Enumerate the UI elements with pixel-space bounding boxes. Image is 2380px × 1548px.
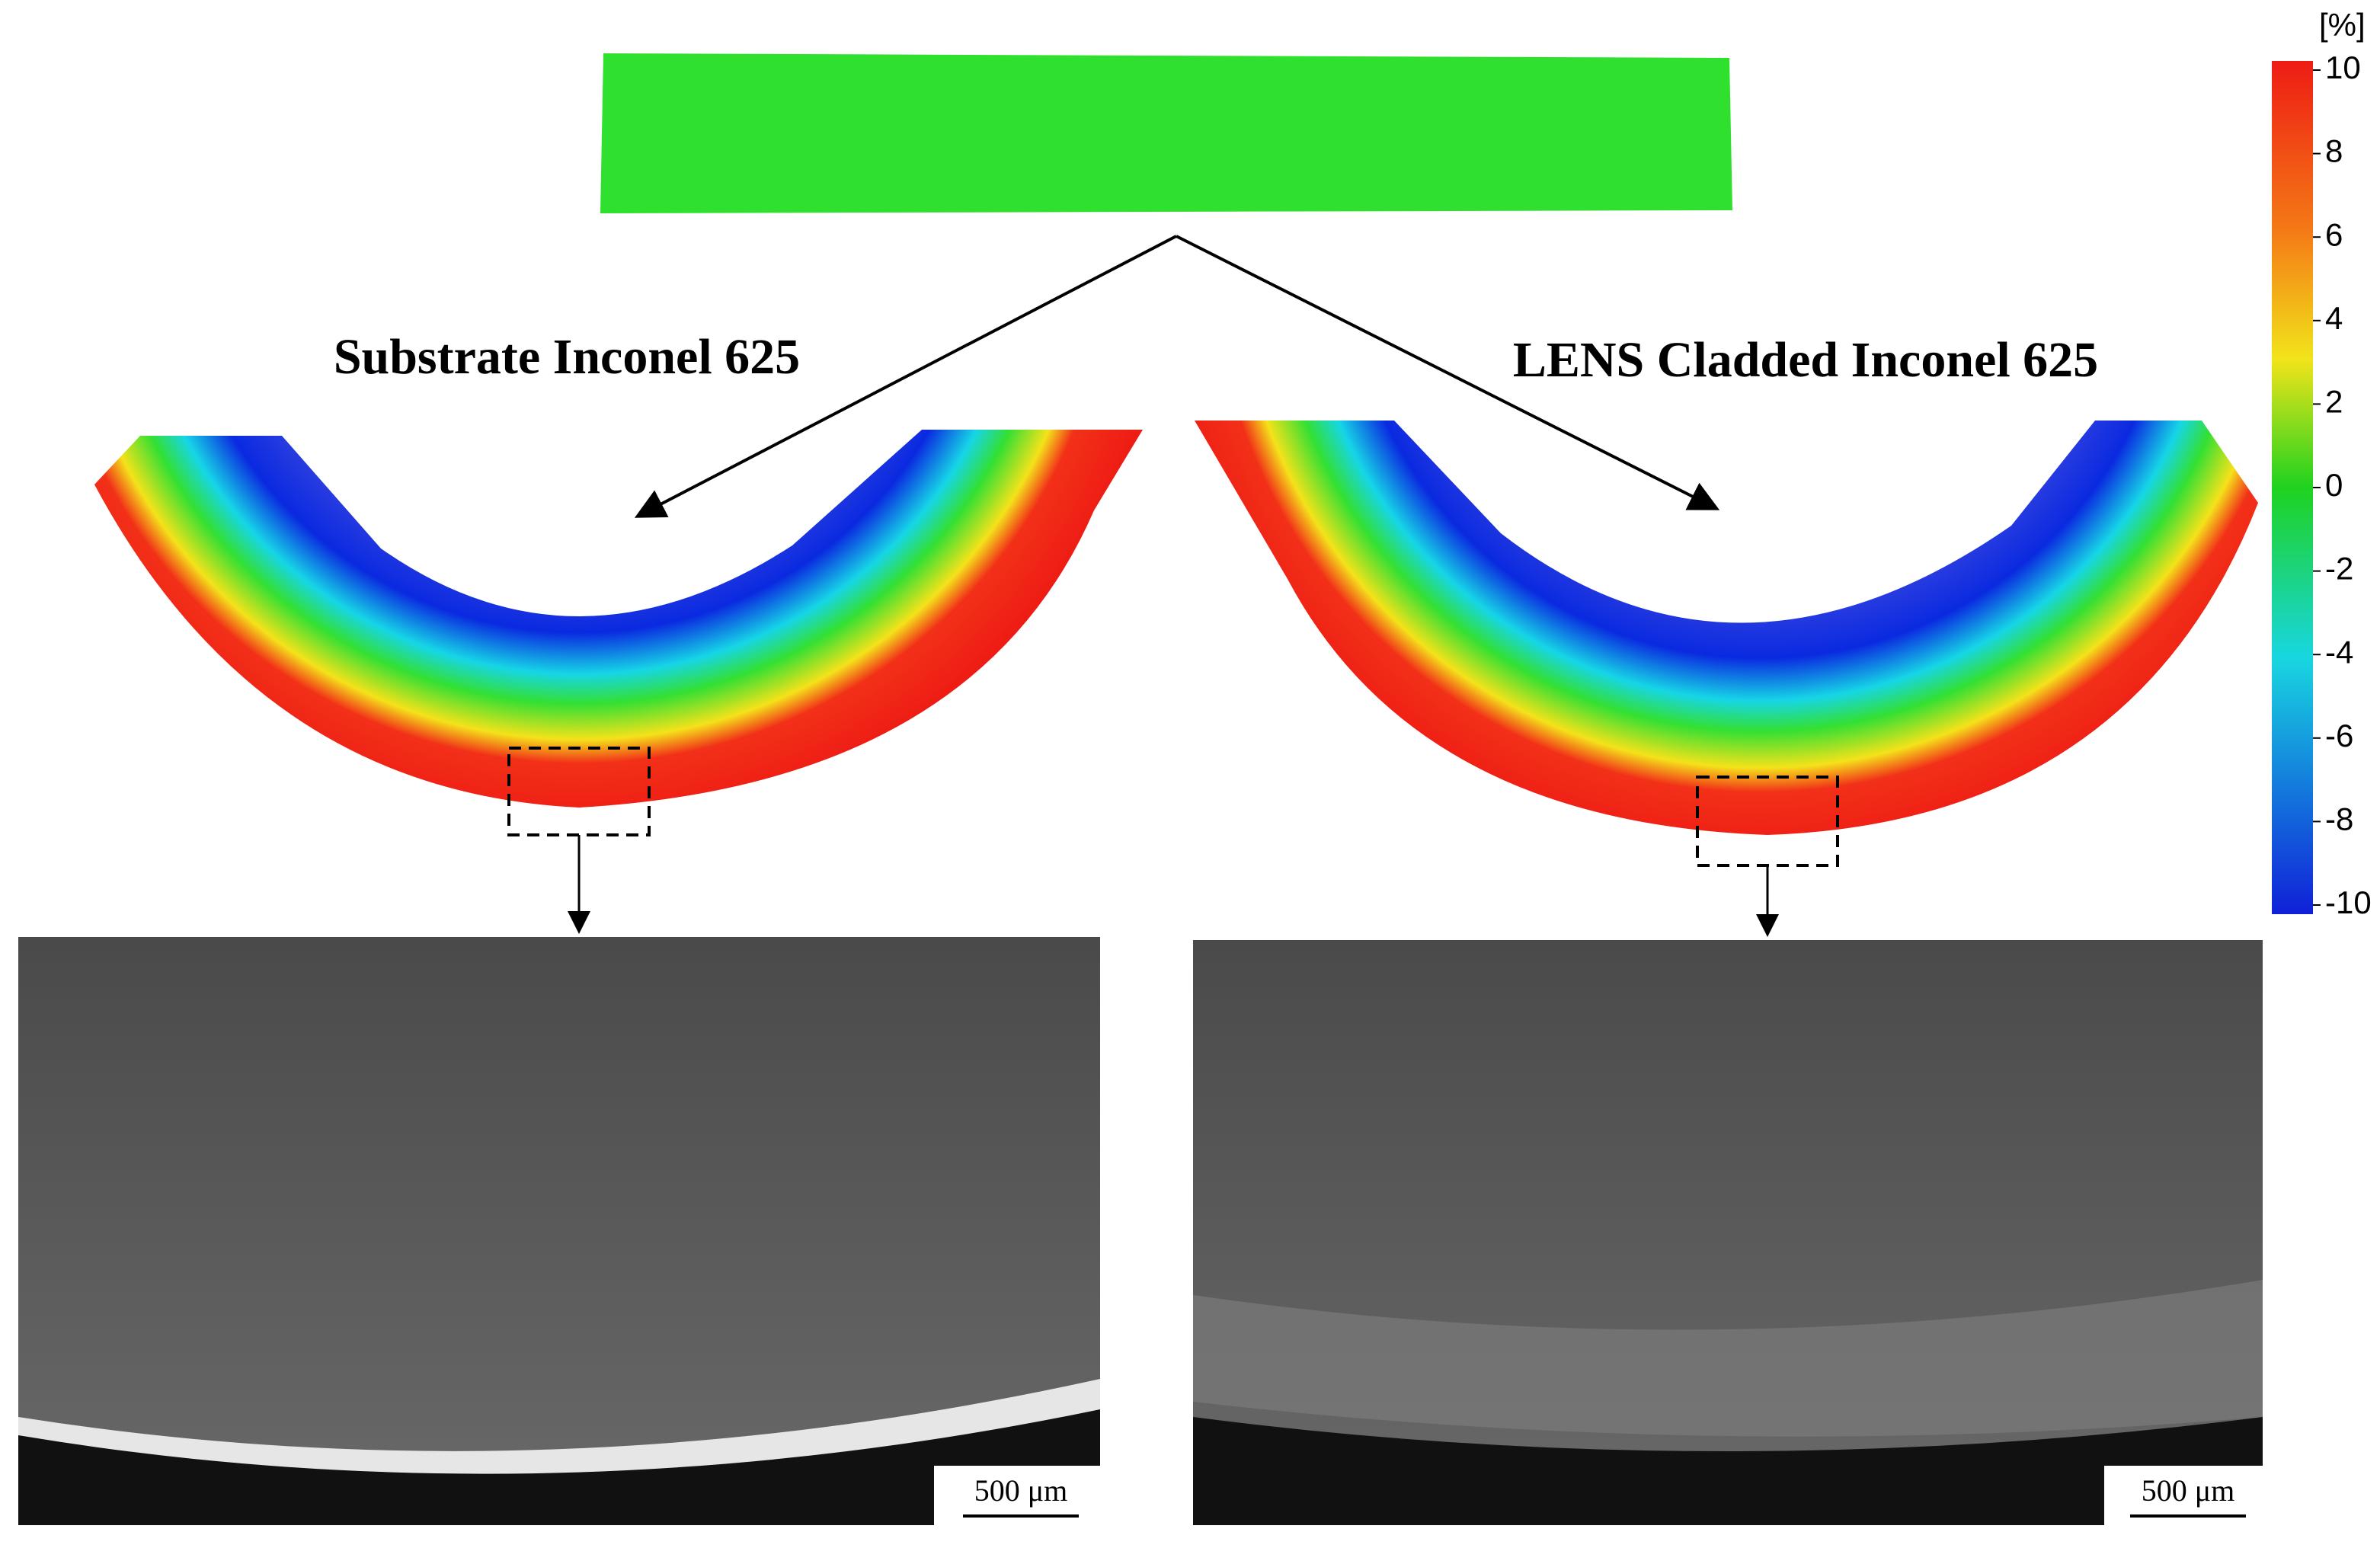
tick-label: 10 xyxy=(2325,50,2361,85)
colorbar xyxy=(2272,61,2313,914)
label-right: LENS Cladded Inconel 625 xyxy=(1513,332,2098,388)
arrow xyxy=(634,235,1177,518)
tick-label: 2 xyxy=(2325,383,2343,419)
tick-label: 6 xyxy=(2325,216,2343,252)
scale-bar-label: 500 μm xyxy=(974,1473,1068,1508)
specimen-initial xyxy=(600,53,1732,213)
specimen-cladded xyxy=(1195,421,2258,835)
tick-label: -4 xyxy=(2325,634,2353,670)
label-left: Substrate Inconel 625 xyxy=(334,329,800,385)
tick-label: -6 xyxy=(2325,718,2353,753)
tick-label: 8 xyxy=(2325,133,2343,169)
tick-label: -2 xyxy=(2325,551,2353,587)
sem-image-right: 500 μm xyxy=(1193,940,2263,1525)
sem-image-left: 500 μm xyxy=(18,937,1100,1525)
tick-label: 0 xyxy=(2325,467,2343,503)
scale-bar-label: 500 μm xyxy=(2142,1473,2235,1508)
specimen-substrate xyxy=(94,430,1143,808)
arrow xyxy=(1176,235,1720,510)
colorbar-ticks: 10 8 6 4 2 0 -2 -4 -6 -8 -10 xyxy=(2313,50,2372,920)
tick-label: -10 xyxy=(2325,884,2372,920)
tick-label: 4 xyxy=(2325,300,2343,336)
tick-label: -8 xyxy=(2325,801,2353,836)
colorbar-unit: [%] xyxy=(2319,7,2366,43)
